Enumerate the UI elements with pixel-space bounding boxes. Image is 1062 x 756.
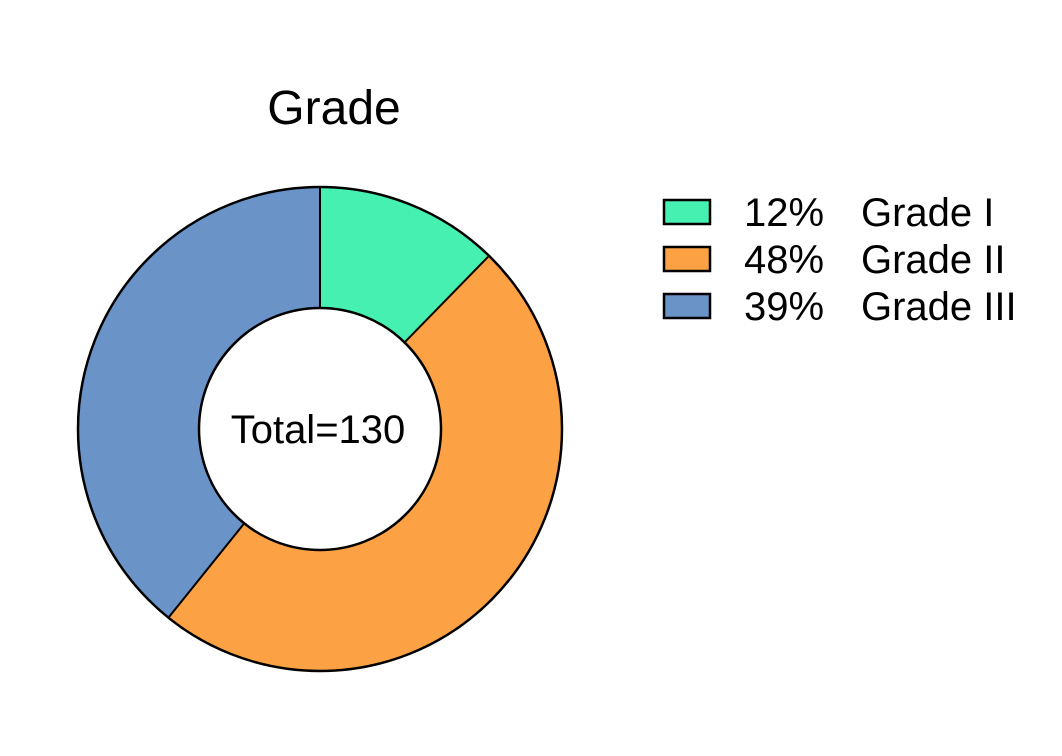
slice-boundary-line bbox=[167, 522, 246, 619]
legend: 12% Grade I 48% Grade II 39% Grade III bbox=[662, 191, 1017, 329]
center-total-label: Total=130 bbox=[231, 408, 406, 452]
legend-category-label: Grade II bbox=[861, 238, 1006, 282]
slice-boundary-line bbox=[403, 255, 490, 344]
legend-percent-label: 48% bbox=[744, 238, 824, 282]
donut-slice-grade-iii bbox=[77, 187, 321, 618]
chart-title: Grade bbox=[267, 82, 400, 135]
donut-slice-grade-ii bbox=[168, 255, 562, 671]
donut-slices bbox=[77, 187, 562, 671]
legend-swatch-grade-iii bbox=[662, 292, 712, 320]
legend-swatch-grade-i bbox=[662, 198, 712, 226]
legend-category-label: Grade III bbox=[861, 285, 1017, 329]
donut-slice-grade-i bbox=[320, 187, 490, 343]
legend-category-label: Grade I bbox=[861, 191, 994, 235]
donut-outer-ring bbox=[76, 185, 564, 673]
legend-swatch-grade-ii bbox=[662, 245, 712, 273]
legend-percent-label: 12% bbox=[744, 191, 824, 235]
legend-percent-label: 39% bbox=[744, 285, 824, 329]
donut-hole bbox=[197, 306, 443, 552]
